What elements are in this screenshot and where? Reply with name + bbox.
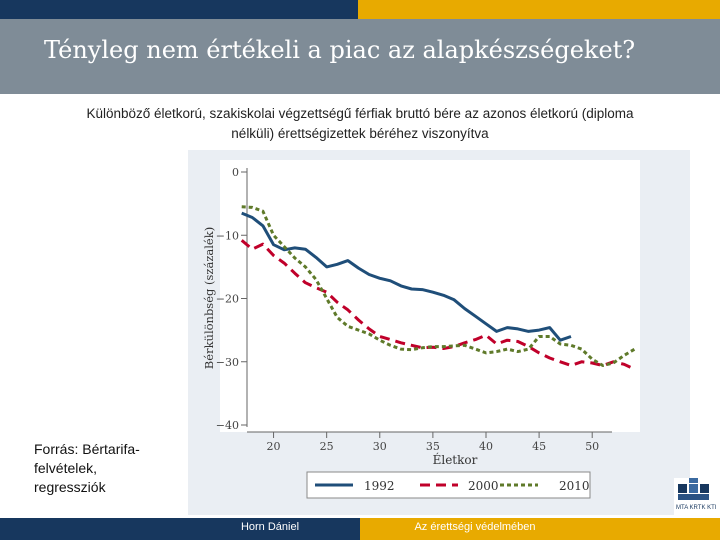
- x-tick-label: 25: [320, 440, 334, 453]
- slide-title: Tényleg nem értékeli a piac az alapkészs…: [44, 36, 636, 64]
- subtitle-line-1: Különböző életkorú, szakiskolai végzetts…: [86, 106, 634, 121]
- source-note: Forrás: Bértarifa- felvételek, regresszi…: [34, 440, 164, 497]
- subtitle-line-2: nélküli) érettségizettek béréhez viszony…: [231, 126, 489, 141]
- chart-series: [240, 205, 636, 371]
- legend-label-2010: 2010: [559, 479, 590, 493]
- x-tick-label: 35: [426, 440, 440, 453]
- series-line-1992: [241, 211, 572, 342]
- legend-label-1992: 1992: [364, 479, 395, 493]
- top-bar-left: [0, 0, 358, 19]
- series-line-2010: [241, 205, 636, 367]
- y-tick-label: −30: [216, 356, 239, 369]
- institute-logo: [674, 478, 720, 518]
- y-tick-label: −20: [216, 293, 239, 306]
- y-tick-label: −10: [216, 229, 239, 242]
- chart-axes: 0 −10 −20 −30 −40 20 25 30 35 40 45 50 Életkor Bérkül…: [202, 166, 612, 467]
- y-tick-label: −40: [216, 419, 239, 432]
- legend-label-2000: 2000: [468, 479, 499, 493]
- logo-mark: [678, 478, 709, 500]
- source-line-3: regressziók: [34, 479, 106, 495]
- series-line-2000: [240, 239, 636, 371]
- x-tick-label: 45: [532, 440, 546, 453]
- source-line-1: Forrás: Bértarifa-: [34, 441, 140, 457]
- top-bar-right: [358, 0, 720, 19]
- y-axis-label: Bérkülönbség (százalék): [202, 227, 216, 369]
- y-tick-label: 0: [232, 166, 239, 179]
- footer-author: Horn Dániel: [240, 521, 300, 533]
- x-tick-label: 30: [373, 440, 387, 453]
- title-band: [0, 19, 720, 94]
- bottom-bar-left: [0, 518, 360, 540]
- chart-legend: [306, 471, 591, 499]
- x-tick-label: 50: [585, 440, 599, 453]
- source-line-2: felvételek,: [34, 460, 98, 476]
- x-tick-label: 40: [479, 440, 493, 453]
- legend-entries: 1992 2000 2010: [315, 479, 590, 493]
- bottom-bar-right: [360, 518, 720, 540]
- logo-text: MTA KRTK KTI: [676, 505, 717, 511]
- chart-subtitle: Különböző életkorú, szakiskolai végzetts…: [20, 104, 700, 144]
- plot-area: [220, 160, 640, 432]
- x-tick-label: 20: [267, 440, 281, 453]
- x-axis-label: Életkor: [433, 452, 478, 467]
- footer-tagline: Az érettségi védelmében: [414, 521, 536, 533]
